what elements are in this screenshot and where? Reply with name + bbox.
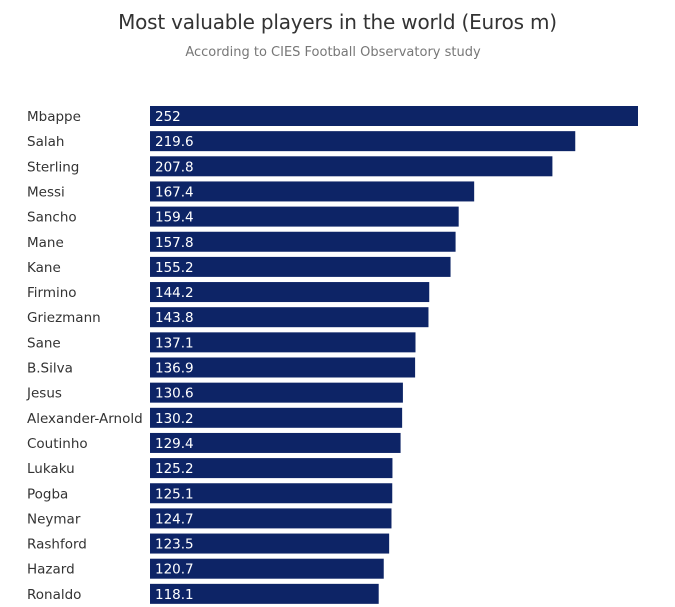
bar-row: Mane 157.8 — [27, 231, 456, 252]
category-label: Griezmann — [27, 310, 101, 326]
bar — [150, 181, 475, 202]
bar-row: Pogba 125.1 — [27, 483, 393, 504]
category-label: B.Silva — [27, 361, 73, 377]
category-label: Jesus — [26, 386, 62, 402]
bar-row: Neymar 124.7 — [27, 508, 392, 529]
value-label: 125.1 — [155, 486, 194, 502]
bar-row: Mbappe 252 — [27, 106, 638, 126]
bar — [150, 558, 384, 579]
value-label: 124.7 — [155, 511, 194, 527]
category-label: Ronaldo — [27, 587, 81, 603]
bar — [150, 156, 553, 177]
bar-row: Alexander-Arnold 130.2 — [27, 407, 403, 428]
category-label: Firmino — [27, 285, 77, 301]
value-label: 129.4 — [155, 436, 194, 452]
bar — [150, 407, 403, 428]
value-label: 125.2 — [155, 461, 194, 477]
category-label: Kane — [27, 260, 61, 276]
bar — [150, 533, 390, 554]
category-label: Sterling — [27, 159, 79, 175]
category-label: Sancho — [27, 210, 77, 226]
bar-row: Kane 155.2 — [27, 256, 451, 277]
bar — [150, 106, 638, 126]
value-label: 207.8 — [155, 159, 194, 175]
bar — [150, 432, 401, 453]
category-label: Messi — [27, 184, 65, 200]
bar-row: Sane 137.1 — [27, 332, 416, 353]
value-label: 130.2 — [155, 411, 194, 427]
value-label: 219.6 — [155, 134, 194, 150]
chart-title: Most valuable players in the world (Euro… — [118, 10, 557, 34]
category-label: Mane — [27, 235, 64, 251]
value-label: 130.6 — [155, 386, 194, 402]
bar — [150, 357, 416, 378]
value-label: 252 — [155, 109, 181, 125]
value-label: 157.8 — [155, 235, 194, 251]
bar-row: Sterling 207.8 — [27, 156, 553, 177]
bar — [150, 206, 459, 227]
bar — [150, 256, 451, 277]
bar — [150, 458, 393, 479]
bar-row: Messi 167.4 — [27, 181, 475, 202]
category-label: Lukaku — [27, 461, 75, 477]
bar-row: Jesus 130.6 — [26, 382, 403, 403]
bar-row: Salah 219.6 — [27, 131, 576, 152]
category-label: Pogba — [27, 486, 68, 502]
category-label: Alexander-Arnold — [27, 411, 143, 427]
value-label: 137.1 — [155, 335, 194, 351]
category-label: Sane — [27, 335, 61, 351]
category-label: Salah — [27, 134, 64, 150]
bar-row: Coutinho 129.4 — [27, 432, 401, 453]
category-label: Rashford — [27, 537, 87, 553]
bar-row: Firmino 144.2 — [27, 282, 430, 303]
category-label: Neymar — [27, 511, 81, 527]
bar — [150, 307, 429, 328]
bar-row: Sancho 159.4 — [27, 206, 459, 227]
bar — [150, 231, 456, 252]
value-label: 144.2 — [155, 285, 194, 301]
category-label: Coutinho — [27, 436, 88, 452]
value-label: 120.7 — [155, 562, 194, 578]
bar-row: Rashford 123.5 — [27, 533, 390, 554]
bar — [150, 483, 393, 504]
category-label: Hazard — [27, 562, 75, 578]
bar-row: Griezmann 143.8 — [27, 307, 429, 328]
bar — [150, 131, 576, 152]
bar-row: Ronaldo 118.1 — [27, 583, 379, 604]
chart-subtitle: According to CIES Football Observatory s… — [185, 45, 481, 60]
value-label: 159.4 — [155, 210, 194, 226]
value-label: 143.8 — [155, 310, 194, 326]
bar — [150, 583, 379, 604]
bar-row: Lukaku 125.2 — [27, 458, 393, 479]
value-label: 123.5 — [155, 537, 194, 553]
bar — [150, 332, 416, 353]
bar-row: Hazard 120.7 — [27, 558, 384, 579]
value-label: 155.2 — [155, 260, 194, 276]
value-label: 167.4 — [155, 184, 194, 200]
value-label: 136.9 — [155, 361, 194, 377]
bar — [150, 382, 403, 403]
bar — [150, 508, 392, 529]
bar-row: B.Silva 136.9 — [27, 357, 416, 378]
bar — [150, 282, 430, 303]
value-label: 118.1 — [155, 587, 194, 603]
category-label: Mbappe — [27, 109, 81, 125]
